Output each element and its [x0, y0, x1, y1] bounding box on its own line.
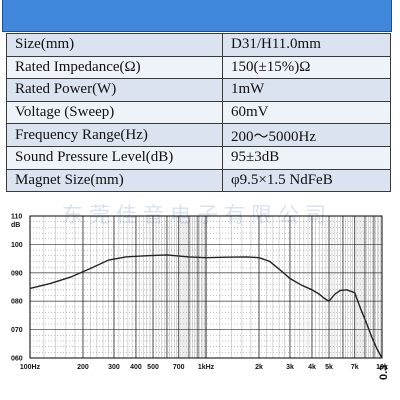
chart-x-tick-label: 5k [325, 364, 333, 371]
chart-x-tick-label: 4k [308, 364, 316, 371]
spec-value: 95±3dB [222, 145, 391, 170]
chart-x-tick-label: 10k [376, 364, 388, 371]
chart-x-tick-label: 2k [255, 364, 263, 371]
spec-label: Rated Power(W) [6, 78, 223, 102]
watermark: 东莞佳音电子有限公司 [62, 203, 332, 227]
chart-x-tick-label: 400 [130, 364, 142, 371]
spec-row: Size(mm) D31/H11.0mm [6, 33, 391, 57]
spec-label: Sound Pressure Level(dB) [6, 145, 223, 170]
chart-y-unit-label: dB [11, 222, 20, 229]
spec-row: Voltage (Sweep) 60mV [6, 100, 391, 125]
chart-series-line [29, 254, 383, 359]
chart-y-tick-label: 090 [11, 270, 23, 277]
chart-y-tick-label: 100 [11, 242, 23, 249]
chart-x-tick-label: 500 [147, 364, 159, 371]
spec-label: Frequency Range(Hz) [6, 123, 223, 147]
spec-row: Rated Power(W) 1mW [6, 78, 391, 102]
spec-row: Magnet Size(mm) φ9.5×1.5 NdFeB [6, 168, 391, 193]
spec-value: 60mV [222, 100, 391, 125]
spec-value: D31/H11.0mm [222, 33, 391, 57]
header-bar [2, 0, 392, 32]
chart-major-grid [29, 215, 382, 359]
chart-plot-frame [29, 215, 383, 359]
spec-row: Rated Impedance(Ω) 150(±15%)Ω [6, 55, 391, 80]
spec-value: φ9.5×1.5 NdFeB [222, 168, 391, 193]
chart-y-tick-labels: 110 100 090 080 070 060 [11, 214, 23, 363]
chart-y-tick-label: 070 [11, 327, 23, 334]
corner-mark: 0.3 [378, 364, 390, 380]
spec-value: 200～5000Hz [222, 123, 391, 147]
chart-y-tick-label: 080 [11, 299, 23, 306]
spec-value: 150(±15%)Ω [222, 55, 391, 80]
chart-x-tick-label: 200 [77, 364, 89, 371]
chart-x-tick-label: 3k [286, 364, 294, 371]
chart-x-tick-label: 7k [351, 364, 359, 371]
spec-label: Voltage (Sweep) [6, 100, 223, 125]
spec-label: Size(mm) [6, 33, 223, 57]
spec-label: Magnet Size(mm) [6, 168, 223, 193]
chart-y-tick-label: 060 [11, 356, 23, 363]
spec-row: Frequency Range(Hz) 200～5000Hz [6, 123, 391, 147]
spec-row: Sound Pressure Level(dB) 95±3dB [6, 145, 391, 170]
chart-x-tick-labels: 100Hz 200 300 400 500 700 1kHz 2k 3k 4k 5k 7k 10k [20, 364, 388, 371]
spec-table: Size(mm) D31/H11.0mm Rated Impedance(Ω) 150… [6, 33, 391, 193]
chart-x-tick-label: 300 [108, 364, 120, 371]
spec-label: Rated Impedance(Ω) [6, 55, 223, 80]
chart-x-tick-label: 1kHz [198, 364, 215, 371]
spec-value: 1mW [222, 78, 391, 102]
chart-x-tick-label: 700 [173, 364, 185, 371]
chart-y-tick-label: 110 [11, 214, 22, 221]
chart-minor-grid [30, 216, 382, 358]
chart-x-tick-label: 100Hz [20, 364, 41, 371]
bottom-panel [0, 384, 400, 400]
